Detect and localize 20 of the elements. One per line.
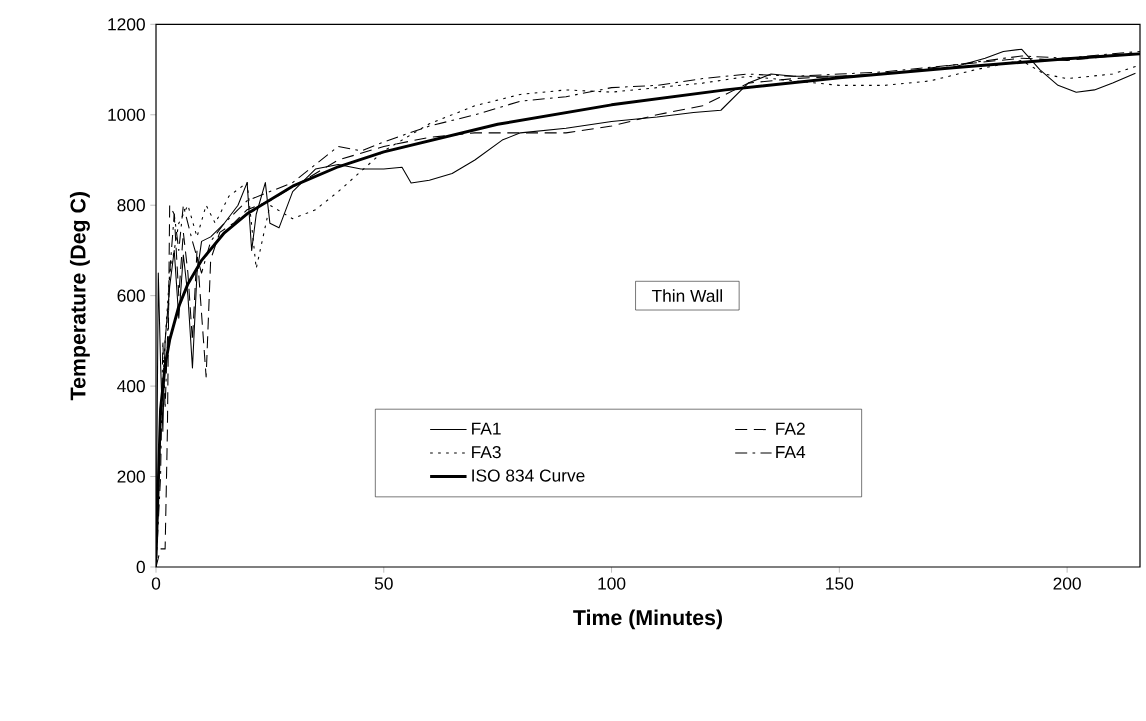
y-axis-title: Temperature (Deg C) bbox=[69, 192, 90, 401]
y-tick-label: 1200 bbox=[108, 18, 145, 31]
annotation: Thin Wall bbox=[651, 289, 722, 303]
legend-label: ISO 834 Curve bbox=[472, 469, 585, 482]
x-tick-label: 50 bbox=[374, 577, 393, 590]
y-tick-label: 400 bbox=[117, 379, 145, 393]
y-tick-label: 0 bbox=[136, 560, 145, 574]
y-tick-label: 600 bbox=[117, 289, 145, 302]
x-tick-label: 100 bbox=[598, 577, 626, 590]
legend-label: FA2 bbox=[776, 422, 805, 435]
legend-label: FA3 bbox=[472, 445, 501, 459]
y-tick-label: 800 bbox=[117, 199, 145, 212]
x-axis-title: Time (Minutes) bbox=[573, 609, 722, 630]
legend-label: FA4 bbox=[776, 446, 806, 458]
x-tick-label: 0 bbox=[151, 577, 161, 590]
x-tick-label: 200 bbox=[1053, 577, 1081, 590]
legend-label: FA1 bbox=[472, 422, 501, 435]
x-tick-label: 150 bbox=[826, 577, 854, 590]
y-tick-label: 200 bbox=[117, 470, 145, 483]
y-tick-label: 1000 bbox=[108, 108, 145, 121]
